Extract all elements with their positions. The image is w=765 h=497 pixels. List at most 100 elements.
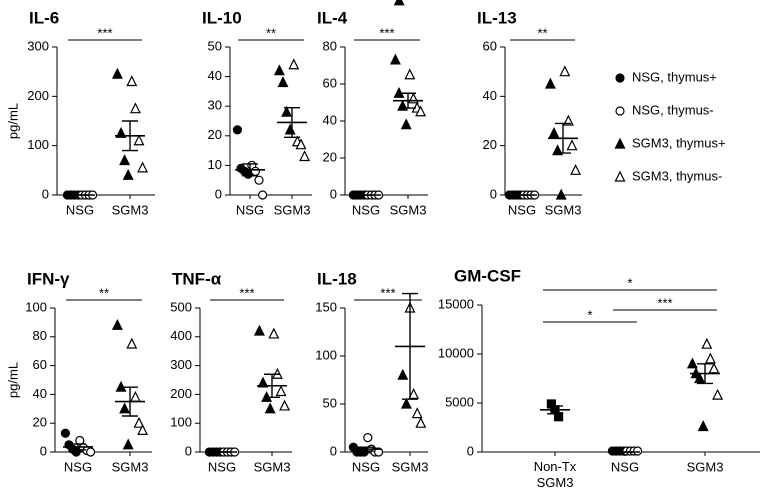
x-tick-label: SGM3	[254, 459, 291, 474]
data-point	[708, 362, 720, 374]
y-tick-label: 80	[33, 328, 47, 343]
x-tick-label: NSG	[352, 459, 380, 474]
data-point	[566, 139, 578, 151]
x-tick-label: NSG	[236, 202, 264, 217]
legend-label: NSG, thymus-	[632, 102, 714, 117]
data-point	[697, 420, 709, 432]
data-point	[548, 126, 560, 138]
y-tick-label: 200	[170, 386, 192, 401]
data-point	[126, 75, 138, 87]
y-tick-label: 60	[483, 38, 497, 53]
sem-bar	[242, 163, 258, 177]
significance-label: *	[627, 275, 632, 290]
data-point	[257, 376, 269, 388]
data-point	[544, 77, 556, 89]
data-point	[299, 150, 311, 162]
panel-title: GM-CSF	[454, 266, 521, 285]
x-tick-label: NSG	[352, 202, 380, 217]
y-tick-label: 0	[330, 443, 337, 458]
data-point	[562, 114, 574, 126]
sem-bar	[264, 373, 280, 398]
legend-label: NSG, thymus+	[632, 69, 717, 84]
x-tick-label: Non-Tx SGM3	[534, 459, 577, 490]
data-point	[279, 399, 291, 411]
y-tick-label: 400	[170, 328, 192, 343]
panel-title: IL-18	[317, 269, 357, 288]
panel-title: IFN-γ	[27, 269, 70, 288]
significance-label: ***	[657, 295, 672, 310]
data-point	[363, 433, 373, 443]
y-tick-label: 0	[330, 186, 337, 201]
sem-bar	[400, 92, 416, 109]
y-tick-label: 80	[323, 38, 337, 53]
y-tick-label: 100	[170, 415, 192, 430]
data-point	[119, 402, 131, 414]
y-tick-label: 30	[208, 98, 222, 113]
y-tick-label: 300	[27, 38, 49, 53]
y-tick-label: 0	[42, 186, 49, 201]
data-point	[552, 144, 564, 156]
y-tick-label: 10	[208, 157, 222, 172]
data-point	[273, 64, 285, 76]
x-tick-label: SGM3	[390, 202, 427, 217]
y-axis-label: pg/mL	[5, 362, 20, 398]
legend-marker	[615, 106, 625, 116]
y-tick-label: 0	[467, 443, 474, 458]
data-point	[281, 105, 293, 117]
data-point	[122, 168, 134, 180]
panel-title: IL-6	[29, 8, 59, 27]
significance-label: ***	[379, 25, 394, 40]
y-tick-label: 15000	[438, 296, 474, 311]
data-point	[133, 134, 145, 146]
data-point	[389, 53, 401, 65]
significance-label: ***	[380, 285, 395, 300]
data-point	[129, 390, 141, 402]
significance-label: *	[587, 307, 592, 322]
data-point	[126, 337, 138, 349]
data-point	[60, 428, 71, 438]
y-tick-label: 10000	[438, 345, 474, 360]
data-point	[632, 446, 643, 456]
data-point	[284, 123, 296, 135]
data-point	[111, 67, 123, 79]
data-point	[137, 424, 149, 435]
data-point	[133, 416, 145, 428]
y-axis-label: pg/mL	[5, 103, 20, 139]
sem-bar	[284, 106, 300, 138]
sem-bar	[547, 405, 563, 415]
data-point	[555, 188, 567, 200]
significance-label: **	[99, 285, 109, 300]
data-point	[374, 447, 384, 457]
y-tick-label: 40	[208, 68, 222, 83]
y-tick-label: 50	[323, 395, 337, 410]
data-point	[277, 76, 289, 88]
data-point	[232, 125, 242, 135]
y-tick-label: 50	[208, 38, 222, 53]
data-point	[686, 357, 698, 369]
y-tick-label: 500	[170, 299, 192, 314]
sem-bar	[122, 386, 138, 417]
data-point	[111, 318, 123, 330]
y-tick-label: 0	[215, 186, 222, 201]
data-point	[400, 397, 412, 409]
significance-label: ***	[239, 285, 254, 300]
x-tick-label-line: Non-Tx	[534, 459, 577, 474]
y-tick-label: 40	[323, 112, 337, 127]
y-tick-label: 20	[483, 137, 497, 152]
y-tick-label: 5000	[445, 394, 474, 409]
data-point	[415, 105, 427, 117]
data-point	[400, 118, 412, 130]
significance-label: **	[537, 25, 547, 40]
data-point	[119, 154, 131, 166]
x-tick-label: SGM3	[274, 202, 311, 217]
y-tick-label: 20	[323, 149, 337, 164]
x-tick-label: NSG	[611, 459, 639, 474]
x-tick-label: NSG	[508, 202, 536, 217]
x-tick-label: NSG	[208, 459, 236, 474]
x-tick-label: NSG	[64, 459, 92, 474]
legend-label: SGM3, thymus+	[632, 135, 726, 150]
data-point	[559, 65, 571, 77]
data-point	[295, 138, 307, 150]
data-point	[408, 388, 420, 399]
